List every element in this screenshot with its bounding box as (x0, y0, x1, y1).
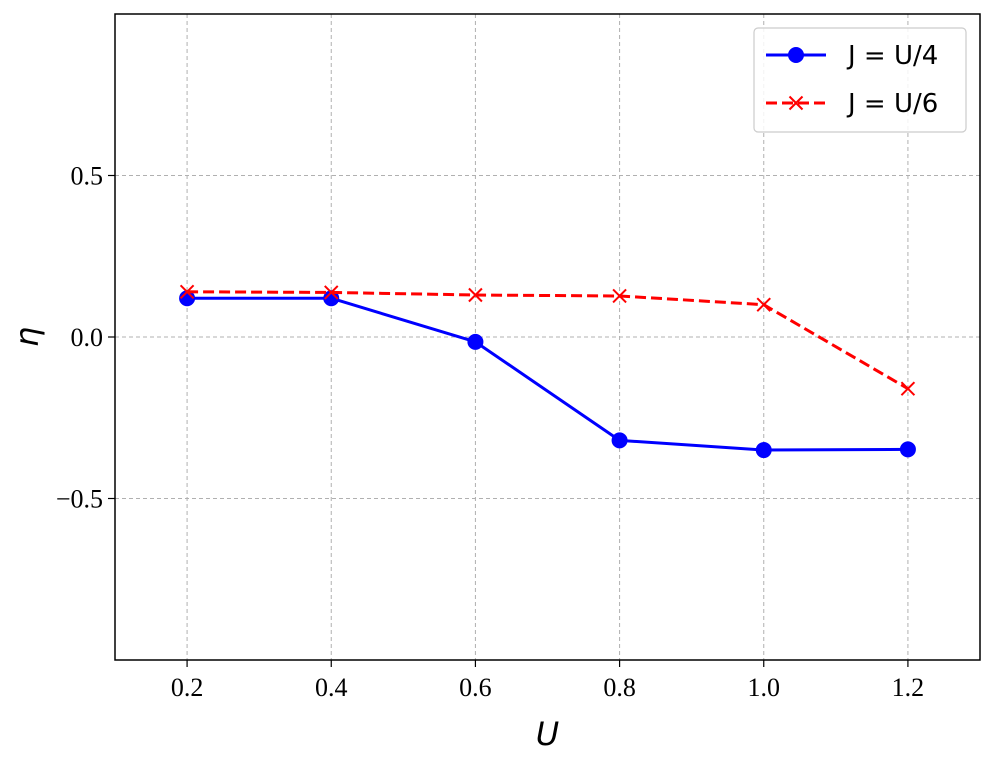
x-tick-label: 0.2 (171, 673, 204, 702)
data-point (755, 442, 772, 459)
data-point (467, 333, 484, 350)
data-series (179, 284, 916, 459)
legend-entry: J = U/4 (766, 41, 938, 71)
x-tick-label: 0.4 (315, 673, 348, 702)
axis-ticks: 0.2 0.4 0.6 0.8 1.0 1.2 0.5 0.0 −0.5 (56, 162, 924, 703)
data-point (179, 284, 195, 299)
legend: J = U/4 J = U/6 (753, 27, 967, 133)
data-point (899, 441, 916, 458)
series-1 (179, 290, 916, 459)
x-tick-label: 1.0 (748, 673, 781, 702)
x-axis-label: U (536, 715, 559, 753)
y-axis-label: η (8, 327, 46, 347)
data-point (324, 285, 339, 300)
series-line (187, 296, 908, 452)
series-line (187, 290, 909, 390)
x-tick-label: 1.2 (892, 673, 925, 702)
legend-marker (788, 47, 804, 63)
y-tick-label: 0.5 (71, 162, 104, 191)
series-2 (179, 284, 916, 396)
x-tick-label: 0.8 (603, 673, 636, 702)
data-point (323, 290, 340, 307)
data-point (900, 381, 916, 396)
data-point (468, 287, 483, 303)
y-tick-label: −0.5 (56, 485, 103, 514)
data-point (612, 288, 627, 304)
x-tick-label: 0.6 (459, 673, 492, 702)
y-tick-label: 0.0 (71, 323, 104, 352)
data-point (756, 297, 771, 312)
data-point (611, 432, 628, 449)
legend-label: J = U/4 (846, 41, 938, 71)
legend-marker (788, 95, 804, 111)
legend-label: J = U/6 (846, 89, 938, 119)
legend-entry: J = U/6 (766, 89, 938, 119)
